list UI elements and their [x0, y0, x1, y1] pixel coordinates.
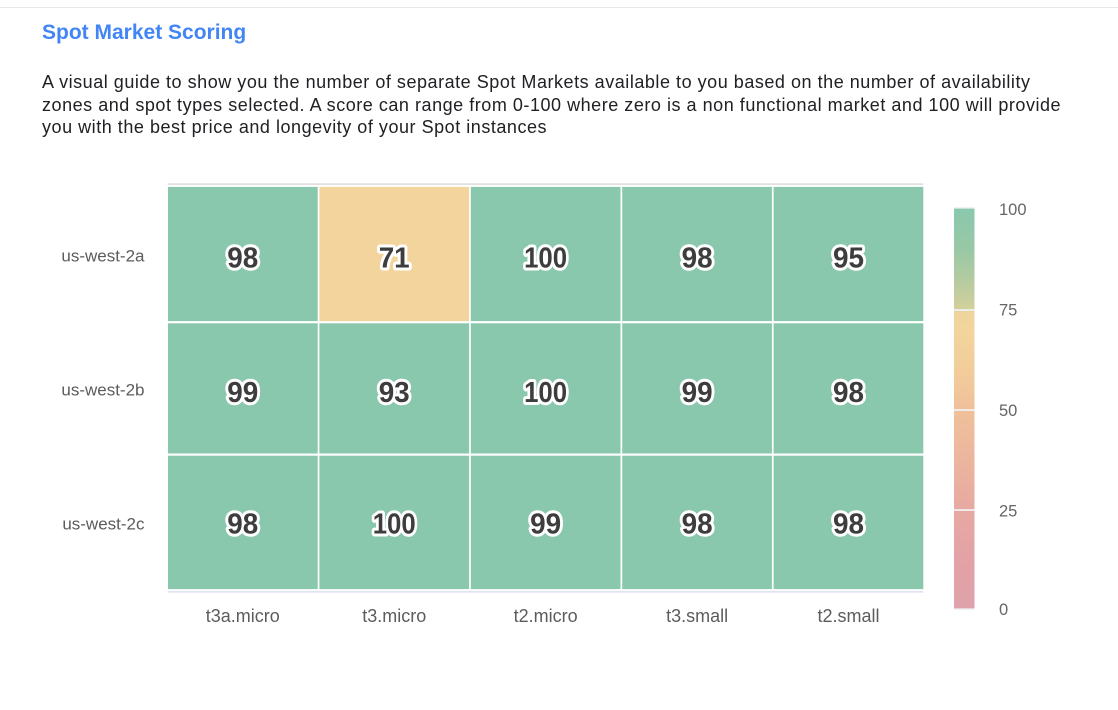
svg-text:us-west-2c: us-west-2c — [62, 514, 145, 533]
svg-text:t3.micro: t3.micro — [362, 606, 426, 626]
svg-text:t3.small: t3.small — [666, 606, 728, 626]
svg-text:t2.micro: t2.micro — [514, 606, 578, 626]
svg-text:50: 50 — [999, 402, 1017, 420]
svg-text:t3a.micro: t3a.micro — [206, 606, 280, 626]
svg-text:98: 98 — [682, 508, 713, 540]
svg-text:71: 71 — [379, 242, 410, 274]
svg-text:100: 100 — [524, 242, 567, 274]
svg-text:25: 25 — [999, 503, 1017, 521]
svg-text:100: 100 — [999, 201, 1027, 219]
svg-text:98: 98 — [227, 242, 258, 274]
svg-text:75: 75 — [999, 302, 1017, 320]
svg-text:98: 98 — [227, 508, 258, 540]
svg-text:99: 99 — [227, 377, 258, 409]
svg-text:93: 93 — [379, 377, 410, 409]
svg-text:100: 100 — [373, 508, 416, 540]
svg-text:98: 98 — [833, 508, 864, 540]
svg-text:98: 98 — [682, 242, 713, 274]
svg-text:99: 99 — [530, 508, 561, 540]
svg-text:99: 99 — [682, 377, 713, 409]
svg-text:100: 100 — [524, 377, 567, 409]
svg-text:95: 95 — [833, 242, 864, 274]
svg-text:0: 0 — [999, 601, 1008, 619]
svg-text:98: 98 — [833, 377, 864, 409]
svg-text:us-west-2b: us-west-2b — [61, 381, 144, 400]
svg-text:us-west-2a: us-west-2a — [61, 247, 145, 266]
svg-text:t2.small: t2.small — [817, 606, 879, 626]
